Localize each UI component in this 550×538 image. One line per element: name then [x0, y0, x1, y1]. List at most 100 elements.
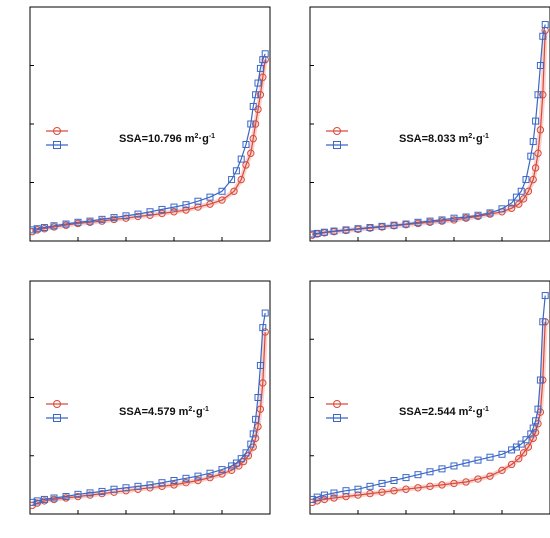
data-point-des [532, 417, 540, 425]
data-point-des [252, 415, 260, 423]
data-point-des [508, 199, 516, 207]
ssa-annotation-mid: ·g [472, 406, 482, 418]
data-point-des [378, 479, 386, 487]
data-point-ads [218, 196, 226, 204]
data-point-ads [259, 73, 267, 81]
data-point-ads [320, 495, 329, 504]
data-point-des [232, 167, 240, 175]
data-point-des [414, 471, 422, 479]
data-point-des [30, 498, 36, 506]
data-point-des [242, 449, 250, 457]
data-point-ads [230, 187, 238, 195]
data-point-ads [194, 476, 202, 485]
ssa-annotation-sup2: -1 [483, 406, 489, 413]
data-point-ads [170, 481, 178, 489]
data-point-des [170, 203, 178, 211]
data-point-des [366, 482, 374, 490]
data-point-des [508, 446, 516, 454]
chart-panel-2: SSA=8.033 m2·g-1 [309, 6, 550, 242]
data-point-ads [534, 149, 542, 157]
ssa-annotation: SSA=10.796 m2·g-1 [119, 133, 215, 145]
data-point-des [33, 497, 41, 505]
data-point-des [541, 292, 549, 300]
data-point-ads [539, 91, 547, 99]
data-point-ads [462, 478, 470, 486]
data-point-ads [486, 472, 494, 480]
data-point-des [539, 318, 547, 326]
data-point-des [74, 490, 82, 498]
data-point-ads [519, 195, 528, 203]
ssa-annotation-sup1: 2 [468, 133, 472, 140]
data-point-des [247, 120, 255, 128]
data-point-ads [206, 200, 214, 208]
data-point-des [354, 485, 362, 493]
data-point-des [310, 230, 316, 238]
data-point-des [62, 493, 70, 501]
data-point-des [194, 472, 202, 480]
data-point-des [517, 187, 525, 195]
data-point-des [534, 405, 542, 413]
chart-panel-1: SSA=10.796 m2·g-1 [29, 6, 271, 242]
ssa-annotation: SSA=4.579 m2·g-1 [119, 406, 209, 418]
data-point-des [536, 62, 544, 69]
data-point-ads [227, 466, 236, 475]
data-point-ads [390, 487, 398, 495]
data-point-ads [366, 489, 374, 498]
data-point-des [249, 430, 257, 438]
series-area [310, 21, 549, 239]
data-point-des [402, 474, 410, 482]
data-point-ads [515, 454, 523, 463]
chart-panel-4: SSA=2.544 m2·g-1 [309, 280, 550, 515]
data-point-des [256, 64, 264, 72]
data-point-ads [450, 479, 458, 488]
chart-panel-3: SSA=4.579 m2·g-1 [29, 280, 271, 515]
data-point-des [98, 215, 106, 223]
data-point-ads [426, 482, 434, 491]
ssa-annotation-sup2: -1 [483, 133, 489, 140]
data-point-ads [330, 494, 338, 502]
data-point-ads [256, 91, 265, 99]
data-point-des [254, 79, 262, 87]
data-point-des [378, 222, 386, 230]
data-point-des [354, 225, 362, 233]
data-point-des [259, 56, 267, 64]
data-point-des [426, 217, 434, 225]
data-point-des [402, 220, 410, 228]
data-point-des [320, 491, 328, 499]
ssa-annotation-mid: ·g [472, 133, 482, 145]
legend-marker-des [53, 414, 61, 422]
data-point-ads [531, 428, 540, 437]
data-point-des [110, 485, 118, 493]
legend-marker-des [53, 141, 61, 149]
data-point-ads [378, 488, 386, 496]
data-point-des [158, 479, 166, 487]
data-point-des [247, 440, 255, 448]
series-area [30, 50, 269, 236]
data-point-des [474, 211, 482, 219]
legend-marker-des [333, 414, 341, 422]
data-point-ads [529, 175, 537, 184]
data-point-des [40, 224, 48, 232]
series-line-des [312, 295, 546, 500]
data-point-des [529, 138, 537, 146]
data-point-des [512, 193, 520, 201]
data-point-des [486, 453, 494, 461]
data-point-des [330, 227, 338, 235]
ssa-annotation-sup2: -1 [203, 406, 209, 413]
data-point-ads [158, 209, 166, 218]
data-point-des [541, 21, 549, 29]
data-point-des [536, 376, 544, 384]
data-point-des [522, 436, 530, 444]
legend-marker-ads [53, 400, 61, 408]
ssa-annotation-prefix: SSA=4.579 m [119, 406, 189, 418]
data-point-des [134, 482, 142, 490]
legend-marker-des [333, 141, 341, 149]
data-point-des [474, 456, 482, 464]
series-line-des [32, 53, 266, 231]
data-point-ads [249, 134, 257, 143]
data-point-des [194, 197, 202, 205]
ssa-annotation-prefix: SSA=8.033 m [399, 133, 469, 145]
data-point-ads [242, 161, 250, 169]
data-point-ads [524, 443, 533, 451]
series-line-ads [32, 59, 266, 233]
